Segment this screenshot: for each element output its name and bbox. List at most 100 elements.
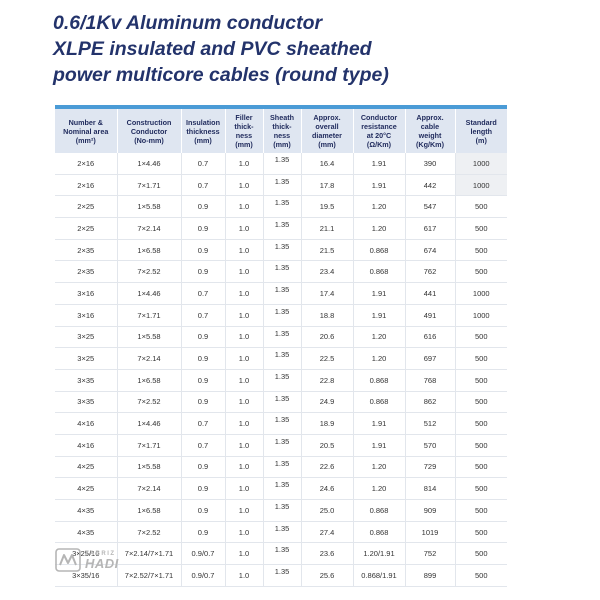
table-cell: 1.0 xyxy=(225,217,264,240)
table-cell: 1000 xyxy=(455,304,507,327)
column-header-line: (mm) xyxy=(194,135,212,145)
table-cell: 7×1.71 xyxy=(117,434,182,457)
table-cell: 19.5 xyxy=(301,195,354,219)
table-cell: 20.5 xyxy=(301,434,354,457)
table-cell: 0.9 xyxy=(181,499,226,522)
table-cell: 0.868/1.91 xyxy=(353,564,406,587)
table-cell: 1.0 xyxy=(225,326,264,349)
table-cell: 500 xyxy=(455,260,507,284)
table-cell: 1.35 xyxy=(263,542,302,566)
table-cell: 7×2.52 xyxy=(117,391,182,414)
table-cell: 909 xyxy=(405,499,456,522)
column-header-line: at 20°C xyxy=(366,131,392,140)
table-cell: 500 xyxy=(455,195,507,219)
table-cell: 25.6 xyxy=(301,564,354,587)
table-cell: 768 xyxy=(405,369,456,392)
table-cell: 1000 xyxy=(455,282,507,305)
logo-text-bottom: HADI xyxy=(85,555,119,571)
table-cell: 2×35 xyxy=(55,239,118,262)
table-cell: 899 xyxy=(405,564,456,587)
table-cell: 1.91 xyxy=(353,304,406,327)
table-cell: 1.35 xyxy=(263,564,302,587)
cable-spec-table: Number & Nominal area (mm²) Construction Con… xyxy=(55,109,507,587)
table-cell: 7×1.71 xyxy=(117,304,182,327)
table-row: 4×25 7×2.14 0.9 1.0 1.35 24.6 1.20 814 500 xyxy=(55,477,507,500)
table-row: 2×25 1×5.58 0.9 1.0 1.35 19.5 1.20 547 500 xyxy=(55,195,507,219)
table-cell: 24.6 xyxy=(301,477,354,500)
table-cell: 0.9 xyxy=(181,456,226,479)
table-cell: 491 xyxy=(405,304,456,327)
column-header-line: thickness xyxy=(186,126,220,136)
table-cell: 1.35 xyxy=(263,347,302,370)
table-cell: 4×35 xyxy=(55,499,118,522)
table-cell: 0.9 xyxy=(181,521,226,544)
table-cell: 17.4 xyxy=(301,282,354,305)
table-cell: 729 xyxy=(405,456,456,479)
column-header-line: Standard xyxy=(465,117,497,127)
table-cell: 1.20 xyxy=(353,456,406,479)
table-cell: 4×25 xyxy=(55,456,118,479)
table-cell: 500 xyxy=(455,369,507,392)
table-row: 2×16 7×1.71 0.7 1.0 1.35 17.8 1.91 442 1000 xyxy=(55,174,507,197)
table-cell: 7×2.14/7×1.71 xyxy=(117,542,182,566)
table-cell: 0.7 xyxy=(181,153,226,175)
table-cell: 1.91 xyxy=(353,434,406,457)
table-cell: 1×6.58 xyxy=(117,239,182,262)
table-cell: 7×1.71 xyxy=(117,174,182,197)
table-cell: 500 xyxy=(455,239,507,262)
table-cell: 1.35 xyxy=(263,434,302,457)
table-cell: 1×6.58 xyxy=(117,369,182,392)
table-row: 2×25 7×2.14 0.9 1.0 1.35 21.1 1.20 617 500 xyxy=(55,217,507,240)
table-cell: 500 xyxy=(455,521,507,544)
column-header-line: ness xyxy=(273,131,291,140)
table-cell: 1.35 xyxy=(263,412,302,435)
column-header-line: Construction xyxy=(126,117,172,127)
table-cell: 4×16 xyxy=(55,434,118,457)
table-row: 4×16 7×1.71 0.7 1.0 1.35 20.5 1.91 570 500 xyxy=(55,434,507,457)
table-cell: 0.9 xyxy=(181,369,226,392)
table-cell: 17.8 xyxy=(301,174,354,197)
table-cell: 1.20 xyxy=(353,477,406,500)
table-cell: 1.20 xyxy=(353,347,406,370)
table-cell: 3×25 xyxy=(55,326,118,349)
table-cell: 0.868 xyxy=(353,369,406,392)
table-cell: 0.9 xyxy=(181,217,226,240)
table-cell: 1.35 xyxy=(263,369,302,392)
table-cell: 0.7 xyxy=(181,304,226,327)
table-cell: 0.9 xyxy=(181,391,226,414)
table-cell: 500 xyxy=(455,499,507,522)
table-cell: 1.35 xyxy=(263,304,302,327)
table-cell: 0.9/0.7 xyxy=(181,564,226,587)
table-cell: 1×5.58 xyxy=(117,195,182,219)
table-cell: 617 xyxy=(405,217,456,240)
column-header-7: Approx. cable weight (Kg/Km) xyxy=(405,109,456,153)
column-header-8: Standard length (m) xyxy=(455,109,507,153)
table-cell: 2×16 xyxy=(55,153,118,175)
table-cell: 500 xyxy=(455,391,507,414)
table-cell: 1.35 xyxy=(263,195,302,219)
column-header-line: (Ω/Km) xyxy=(366,140,392,149)
table-cell: 500 xyxy=(455,477,507,500)
table-cell: 0.7 xyxy=(181,174,226,197)
column-header-line: (No-mm) xyxy=(134,135,164,145)
table-cell: 0.9 xyxy=(181,477,226,500)
table-cell: 0.7 xyxy=(181,282,226,305)
table-cell: 1.35 xyxy=(263,282,302,305)
table-cell: 1×5.58 xyxy=(117,326,182,349)
table-cell: 16.4 xyxy=(301,153,354,175)
table-cell: 23.6 xyxy=(301,542,354,566)
page-title: 0.6/1Kv Aluminum conductor XLPE insulate… xyxy=(53,10,389,88)
table-cell: 1.0 xyxy=(225,412,264,435)
table-header: Number & Nominal area (mm²) Construction Con… xyxy=(55,109,507,153)
table-cell: 1.35 xyxy=(263,260,302,284)
column-header-line: overall xyxy=(315,122,339,131)
table-row: 4×35 7×2.52 0.9 1.0 1.35 27.4 0.868 1019 500 xyxy=(55,521,507,544)
table-cell: 0.9 xyxy=(181,326,226,349)
table-cell: 18.9 xyxy=(301,412,354,435)
table-cell: 2×25 xyxy=(55,195,118,219)
table-cell: 23.4 xyxy=(301,260,354,284)
table-cell: 1×6.58 xyxy=(117,499,182,522)
table-cell: 0.9/0.7 xyxy=(181,542,226,566)
table-row: 2×35 1×6.58 0.9 1.0 1.35 21.5 0.868 674 500 xyxy=(55,239,507,262)
column-header-line: (Kg/Km) xyxy=(416,140,444,149)
